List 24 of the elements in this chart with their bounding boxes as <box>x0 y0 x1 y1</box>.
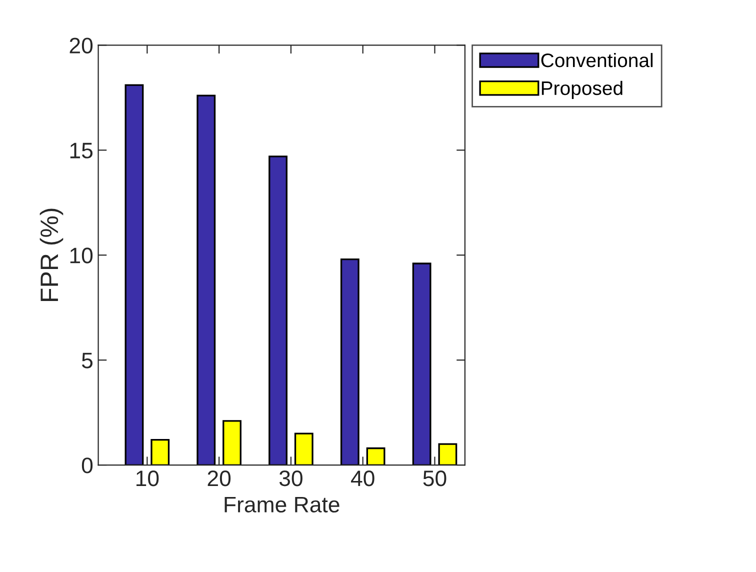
bar <box>124 84 144 466</box>
y-tick-label: 10 <box>70 248 93 264</box>
y-tick-label: 20 <box>70 38 93 54</box>
x-tick-label: 10 <box>136 470 159 486</box>
y-tick-label: 0 <box>82 458 93 474</box>
bar <box>294 432 314 466</box>
y-tick-label: 15 <box>70 142 92 158</box>
legend-label: Conventional <box>541 52 653 68</box>
x-tick-label: 30 <box>279 470 302 486</box>
y-tick-label: 5 <box>82 352 92 368</box>
bar <box>150 439 170 466</box>
bar <box>340 258 360 466</box>
legend-label: Proposed <box>542 80 622 99</box>
bar <box>196 94 216 466</box>
x-tick-label: 50 <box>423 470 446 486</box>
x-axis-title: Frame Rate <box>224 496 340 512</box>
bar <box>366 447 386 466</box>
bar <box>438 443 458 466</box>
x-tick-label: 20 <box>208 470 231 486</box>
x-tick-label: 40 <box>351 470 374 486</box>
bar <box>222 420 242 466</box>
y-axis-title: FPR (%) <box>40 208 64 301</box>
bar <box>412 262 432 466</box>
bar <box>268 156 288 466</box>
